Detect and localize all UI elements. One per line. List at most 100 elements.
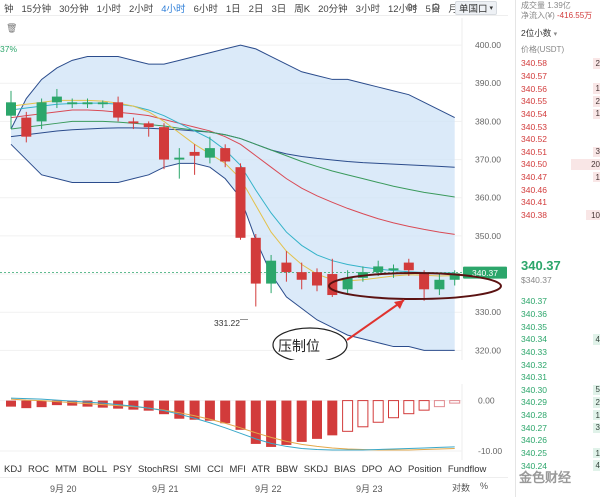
percent-label: 37% <box>0 44 18 54</box>
candle-body <box>113 102 124 118</box>
bid-row[interactable]: 340.29 2 <box>516 396 600 409</box>
price-mode-toggle[interactable]: 0s <box>407 2 418 13</box>
y-tick-label: 390.00 <box>475 78 501 88</box>
indicator-tab[interactable]: SMI <box>184 463 202 475</box>
indicator-tab[interactable]: BBW <box>276 463 298 475</box>
indicator-subchart[interactable]: 0.00 -10.00 <box>0 384 508 460</box>
ask-row[interactable]: 340.46 <box>516 184 600 197</box>
y-tick-label: 320.00 <box>475 345 501 355</box>
book-quantity: 1 <box>595 172 600 182</box>
candlestick-chart[interactable]: 400.00 390.00 380.00 370.00 360.00 350.00 340.… <box>0 18 508 360</box>
date-label: 9月 20 <box>50 484 77 494</box>
timeframe-tab[interactable]: 3小时 <box>355 3 380 15</box>
bid-row[interactable]: 340.35 <box>516 320 600 333</box>
candle-body <box>434 279 445 290</box>
ask-row[interactable]: 340.57 <box>516 70 600 83</box>
bid-row[interactable]: 340.24 4 <box>516 459 600 472</box>
trash-icon[interactable]: 🗑 <box>6 23 18 33</box>
indicator-tab[interactable]: MTM <box>55 463 77 475</box>
watermark-logo: 金色财经 <box>519 467 571 486</box>
indicator-tab[interactable]: PSY <box>113 463 133 475</box>
histogram-bar <box>418 400 430 411</box>
book-price: 340.37 <box>521 296 547 307</box>
indicator-tab[interactable]: ROC <box>27 463 50 475</box>
timeframe-tab[interactable]: 2小时 <box>128 3 154 15</box>
indicator-tab[interactable]: ATR <box>251 463 271 475</box>
book-quantity: 2 <box>595 96 600 106</box>
timeframe-tab[interactable]: 6小时 <box>193 3 218 15</box>
book-quantity: 1 <box>595 410 600 420</box>
histogram-bar <box>189 400 200 420</box>
timeframe-tab[interactable]: 3日 <box>271 3 287 15</box>
indicator-tab[interactable]: AO <box>388 463 403 475</box>
gear-icon[interactable]: ⚙ <box>431 2 441 14</box>
timeframe-tab[interactable]: 1日 <box>225 3 241 15</box>
indicator-tab[interactable]: StochRSI <box>138 463 179 475</box>
ask-row[interactable]: 340.56 1 <box>516 82 600 95</box>
bid-row[interactable]: 340.26 <box>516 434 600 447</box>
bid-row[interactable]: 340.32 <box>516 358 600 371</box>
indicator-tab[interactable]: Position <box>408 463 442 475</box>
callout-arrow-line <box>346 299 405 341</box>
bid-row[interactable]: 340.27 3 <box>516 422 600 435</box>
book-price: 340.24 <box>521 460 547 471</box>
last-price-usd: $340.37 <box>521 275 552 285</box>
timeframe-tab[interactable]: 5日 <box>425 3 441 15</box>
ask-row[interactable]: 340.52 <box>516 133 600 146</box>
ask-row[interactable]: 340.38 10 <box>516 209 600 222</box>
timeframe-tab[interactable]: 15分钟 <box>21 3 52 15</box>
bid-row[interactable]: 340.37 <box>516 295 600 308</box>
indicator-tab[interactable]: MFI <box>229 463 246 475</box>
indicator-tab[interactable]: KDJ <box>4 463 22 475</box>
ask-row[interactable]: 340.41 <box>516 196 600 209</box>
book-price: 340.58 <box>521 58 547 69</box>
netflow-label: 净流入(¥) <box>521 11 555 20</box>
histogram-bar <box>281 400 292 445</box>
date-label: 9月 21 <box>152 484 179 494</box>
timeframe-tab[interactable]: 2日 <box>248 3 264 15</box>
histogram-bar <box>97 400 108 408</box>
y-tick-label: 330.00 <box>475 307 501 317</box>
candle-body <box>220 148 231 162</box>
book-quantity: 1 <box>595 448 600 458</box>
indicator-tab[interactable]: BIAS <box>334 463 356 475</box>
indicator-tab[interactable]: SKDJ <box>303 463 329 475</box>
price-column-header: 价格(USDT) <box>521 45 565 54</box>
ask-row[interactable]: 340.54 1 <box>516 108 600 121</box>
percent-scale-toggle[interactable]: % <box>480 481 489 491</box>
bid-row[interactable]: 340.28 1 <box>516 409 600 422</box>
ask-row[interactable]: 340.58 2 <box>516 57 600 70</box>
ask-row[interactable]: 340.50 20 <box>516 158 600 171</box>
bid-row[interactable]: 340.36 <box>516 308 600 321</box>
indicator-tab[interactable]: Fundflow <box>447 463 487 475</box>
timeframe-tab[interactable]: 12小时 <box>387 3 418 15</box>
timeframe-tab[interactable]: 钟 <box>4 3 14 15</box>
bid-row[interactable]: 340.31 <box>516 371 600 384</box>
bid-row[interactable]: 340.30 5 <box>516 384 600 397</box>
timeframe-tab[interactable]: 30分钟 <box>59 3 89 15</box>
ask-row[interactable]: 340.55 2 <box>516 95 600 108</box>
ask-row[interactable]: 340.51 3 <box>516 146 600 159</box>
decimals-select[interactable]: 2位小数 ▾ <box>521 27 579 39</box>
bid-row[interactable]: 340.34 4 <box>516 333 600 346</box>
unit-selector[interactable]: 单国口 ▾ <box>455 1 498 15</box>
book-quantity: 10 <box>591 210 600 220</box>
bid-row[interactable]: 340.33 <box>516 346 600 359</box>
book-price: 340.52 <box>521 134 547 145</box>
timeframe-tab[interactable]: 20分钟 <box>318 3 348 15</box>
timeframe-tab[interactable]: 4小时 <box>161 3 186 15</box>
depth-bar <box>593 460 600 472</box>
indicator-tab[interactable]: BOLL <box>82 463 108 475</box>
depth-bar <box>593 171 600 183</box>
book-price: 340.57 <box>521 70 547 81</box>
indicator-tab[interactable]: DPO <box>361 463 383 475</box>
bid-row[interactable]: 340.25 1 <box>516 447 600 460</box>
ask-row[interactable]: 340.53 <box>516 120 600 133</box>
candle-body <box>51 96 62 103</box>
log-scale-toggle[interactable]: 对数 <box>452 483 471 493</box>
timeframe-tab[interactable]: 1小时 <box>96 3 121 15</box>
book-price: 340.35 <box>521 321 547 332</box>
ask-row[interactable]: 340.47 1 <box>516 171 600 184</box>
timeframe-tab[interactable]: 周K <box>294 3 311 15</box>
indicator-tab[interactable]: CCI <box>207 463 224 475</box>
